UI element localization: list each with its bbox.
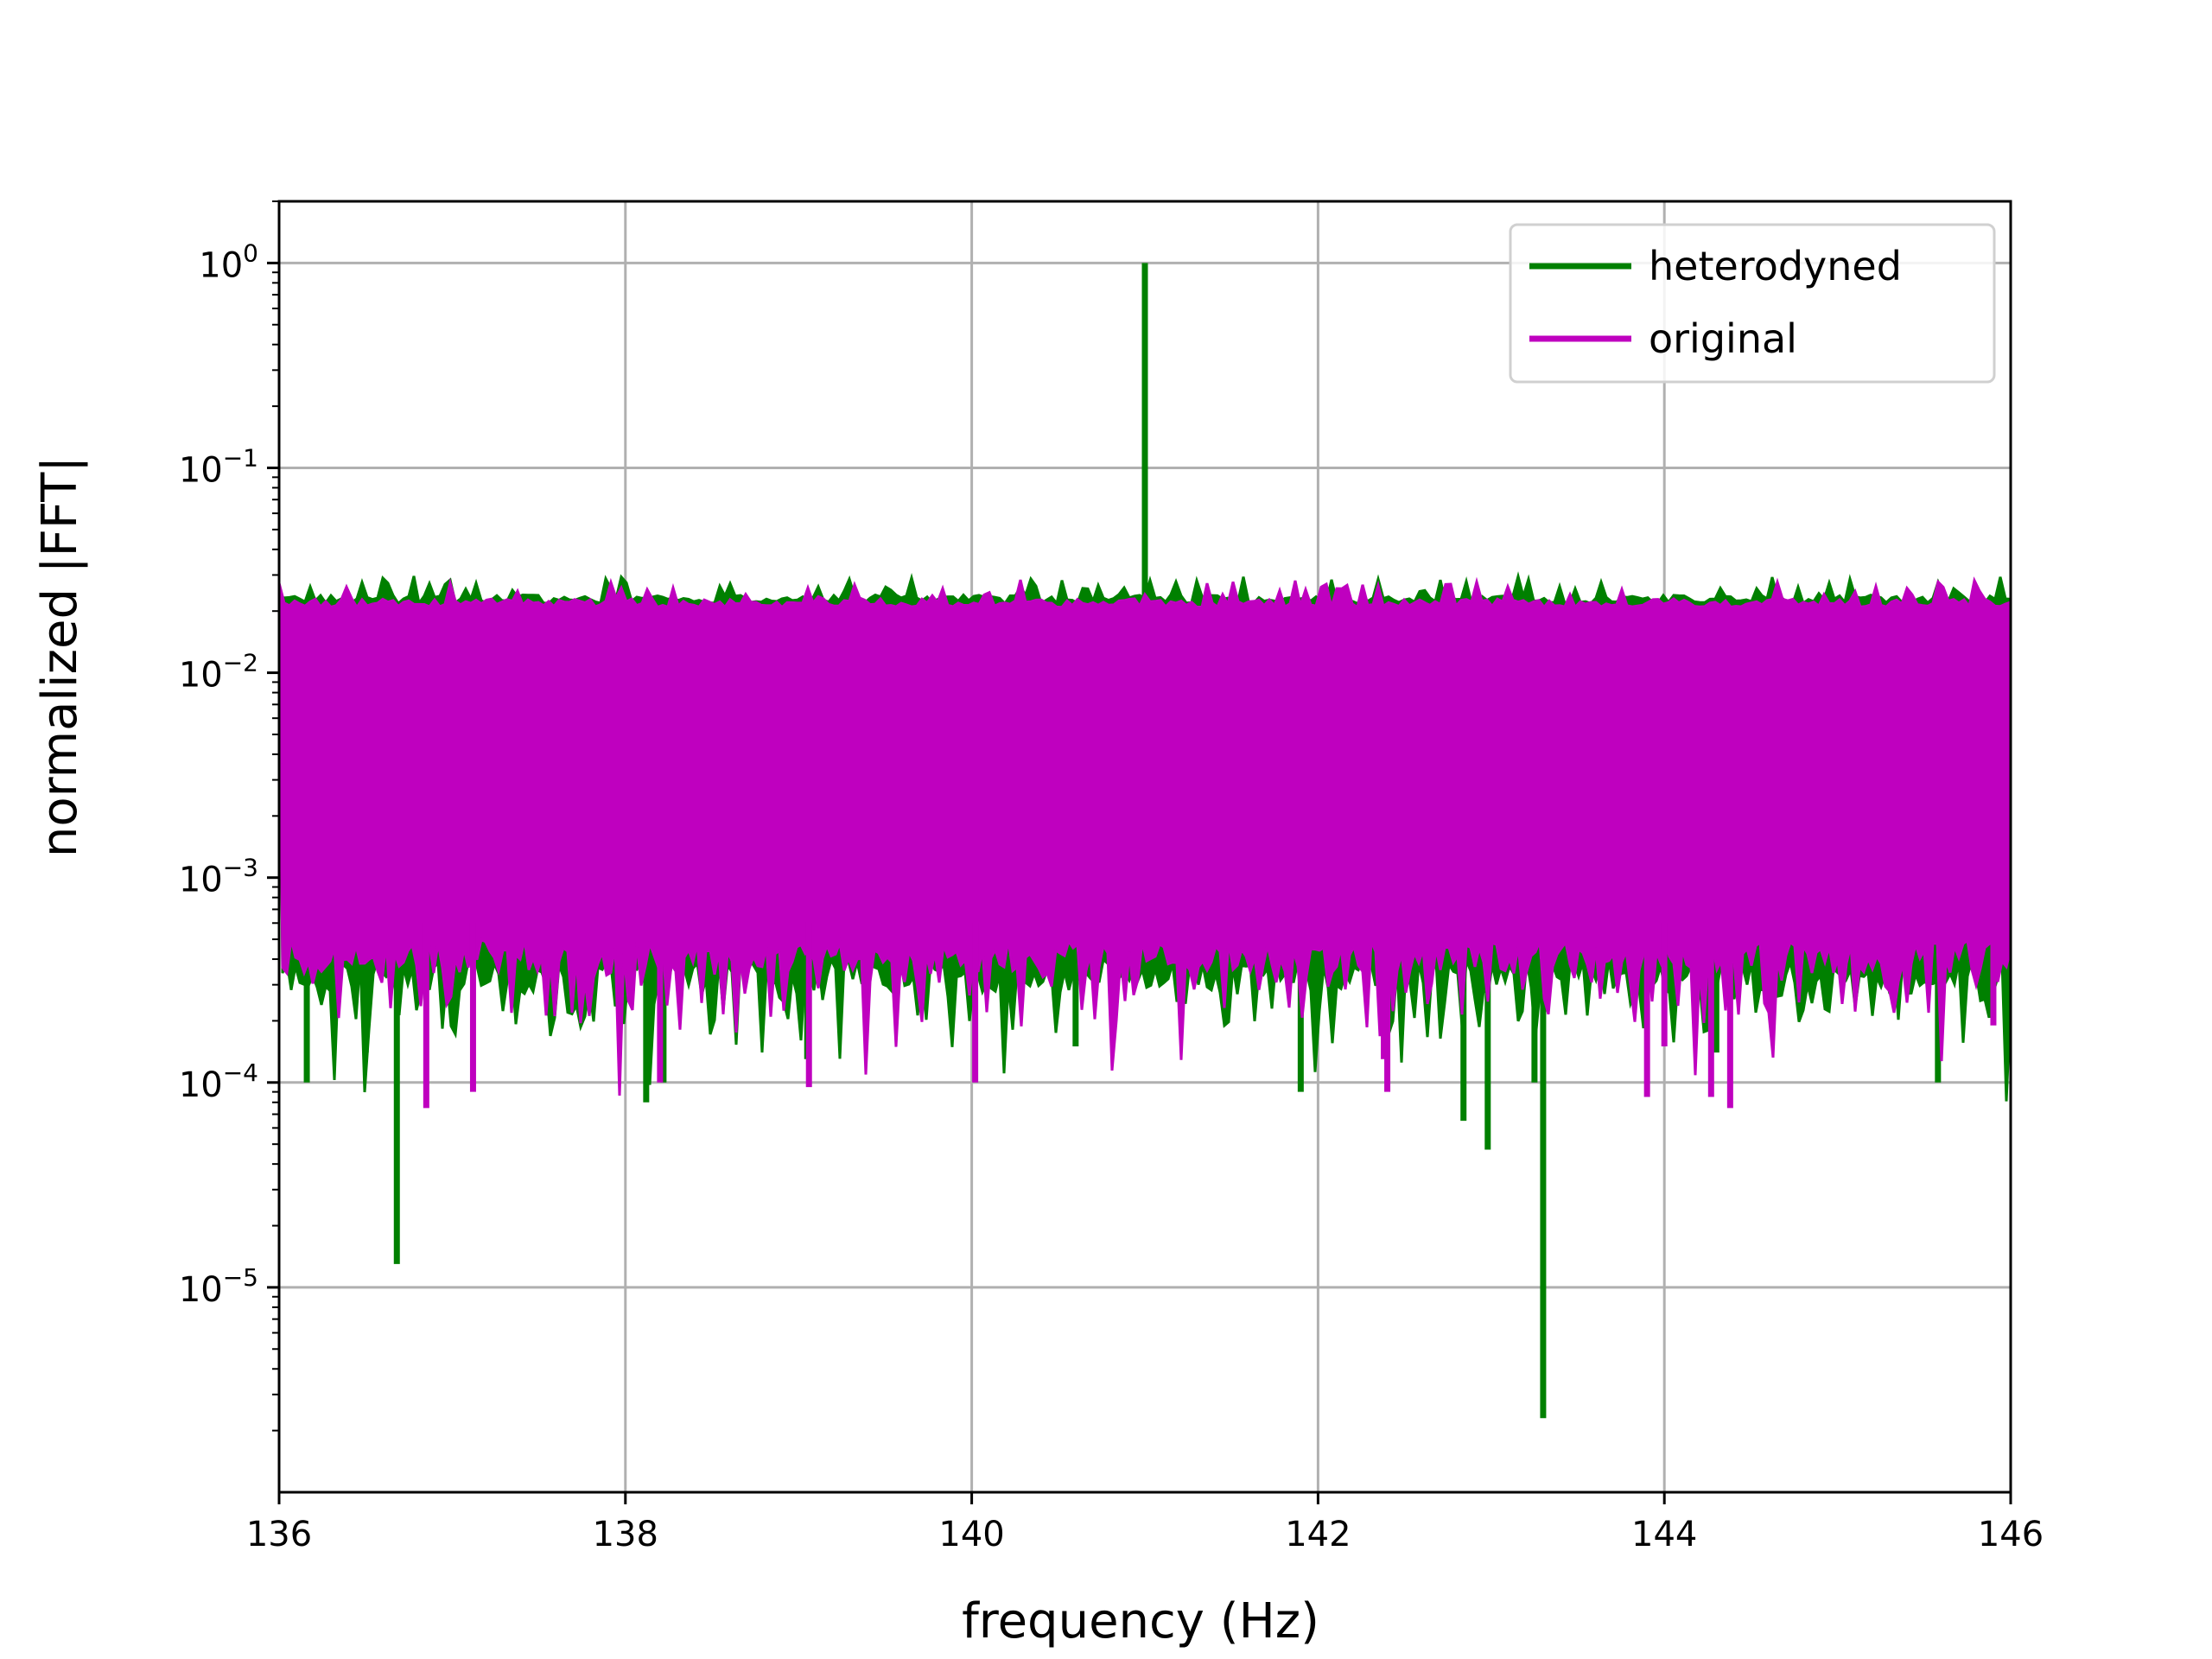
x-tick-label: 140 <box>938 1515 1004 1554</box>
y-tick-label: 10−4 <box>179 1058 258 1105</box>
legend: heterodyned original <box>1509 223 1996 384</box>
x-tick-label: 146 <box>1978 1515 2044 1554</box>
x-tick-label: 142 <box>1285 1515 1351 1554</box>
x-tick-label: 138 <box>593 1515 658 1554</box>
y-tick-label: 10−2 <box>179 649 258 696</box>
tick-labels: 136 138 140 142 144 146 100 10−1 10−2 10−3 10−4 10−… <box>179 200 2044 1554</box>
x-axis-label: frequency (Hz) <box>962 1593 1319 1649</box>
y-tick-label: 10−5 <box>179 1263 258 1310</box>
legend-label-original: original <box>1649 315 1797 362</box>
y-axis-label: normalized |FFT| <box>32 456 88 857</box>
y-tick-label: 10−1 <box>179 443 258 490</box>
x-tick-label: 144 <box>1631 1515 1697 1554</box>
axes-frame <box>277 200 2012 1494</box>
plot-area <box>277 200 2012 1494</box>
y-tick-label: 10−3 <box>179 854 258 900</box>
y-tick-label: 100 <box>199 238 258 285</box>
x-tick-label: 136 <box>246 1515 312 1554</box>
legend-label-heterodyned: heterodyned <box>1649 243 1902 289</box>
